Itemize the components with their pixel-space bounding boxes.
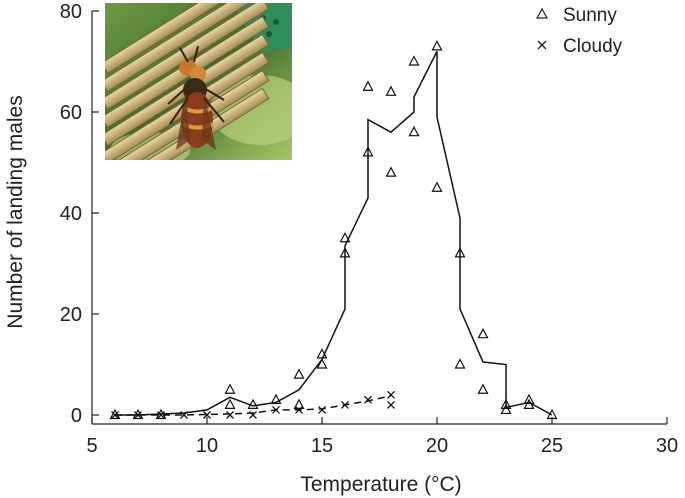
point-sunny-26: [500, 403, 512, 415]
point-sunny-10: [316, 358, 328, 369]
hornet-photo-inset: [105, 3, 292, 160]
point-cloudy-4: [203, 411, 211, 419]
x-marker-icon: [537, 40, 547, 50]
y-tick-label-60: 60: [60, 102, 82, 124]
axes: 0 20 40 60 80 5 10 15 20 25 30: [60, 1, 678, 457]
point-cloudy-9: [318, 405, 326, 414]
point-sunny-3: [224, 383, 236, 394]
legend-label-cloudy: Cloudy: [563, 36, 623, 57]
y-tick-label-40: 40: [60, 203, 82, 225]
legend-item-sunny: Sunny: [535, 5, 617, 26]
point-sunny-22: [454, 358, 466, 369]
y-tick-label-80: 80: [60, 1, 82, 23]
point-cloudy-1: [134, 411, 142, 419]
point-cloudy-2: [157, 411, 165, 419]
point-cloudy-6: [249, 411, 257, 419]
point-sunny-9: [316, 348, 328, 359]
point-sunny-29: [546, 408, 558, 420]
point-sunny-5: [247, 398, 259, 409]
x-tick-label-5: 5: [86, 435, 97, 457]
data-markers: [109, 40, 558, 420]
point-sunny-28: [523, 398, 535, 409]
point-cloudy-8: [295, 405, 303, 414]
y-tick-label-0: 0: [71, 405, 82, 427]
point-cloudy-13: [387, 400, 395, 409]
legend-label-sunny: Sunny: [563, 5, 617, 26]
point-cloudy-11: [364, 395, 372, 404]
point-sunny-2: [155, 408, 167, 420]
point-cloudy-10: [341, 400, 349, 409]
point-sunny-25: [500, 398, 512, 409]
x-tick-label-15: 15: [311, 435, 333, 457]
point-cloudy-12: [387, 390, 395, 399]
point-sunny-7: [293, 368, 305, 379]
legend-item-cloudy: Cloudy: [537, 36, 623, 57]
point-sunny-12: [339, 247, 351, 258]
point-sunny-18: [408, 125, 420, 137]
point-cloudy-0: [111, 411, 119, 419]
point-sunny-21: [454, 247, 466, 258]
point-sunny-8: [293, 398, 305, 409]
trend-line-sunny: [115, 51, 553, 416]
point-cloudy-5: [226, 411, 234, 419]
point-sunny-17: [408, 55, 420, 66]
x-tick-label-20: 20: [426, 435, 448, 457]
point-sunny-23: [477, 327, 489, 339]
point-sunny-0: [109, 408, 121, 420]
point-cloudy-3: [180, 411, 188, 419]
point-sunny-16: [385, 166, 397, 177]
y-tick-label-20: 20: [60, 304, 82, 326]
point-sunny-19: [431, 40, 443, 51]
point-sunny-4: [224, 398, 236, 409]
x-tick-label-25: 25: [541, 435, 563, 457]
point-sunny-27: [523, 393, 535, 404]
point-sunny-15: [385, 85, 397, 96]
point-cloudy-7: [272, 405, 280, 414]
point-sunny-6: [270, 393, 282, 404]
x-tick-label-10: 10: [196, 435, 218, 457]
point-sunny-1: [132, 408, 144, 420]
point-sunny-11: [339, 231, 351, 243]
x-axis-title: Temperature (°C): [300, 473, 461, 496]
point-sunny-14: [362, 146, 374, 157]
point-sunny-24: [477, 383, 489, 394]
legend: Sunny Cloudy: [535, 5, 623, 57]
triangle-marker-icon: [535, 7, 549, 19]
point-sunny-20: [431, 181, 443, 192]
x-tick-label-30: 30: [656, 435, 678, 457]
point-sunny-13: [362, 80, 374, 91]
y-axis-title: Number of landing males: [4, 95, 27, 328]
